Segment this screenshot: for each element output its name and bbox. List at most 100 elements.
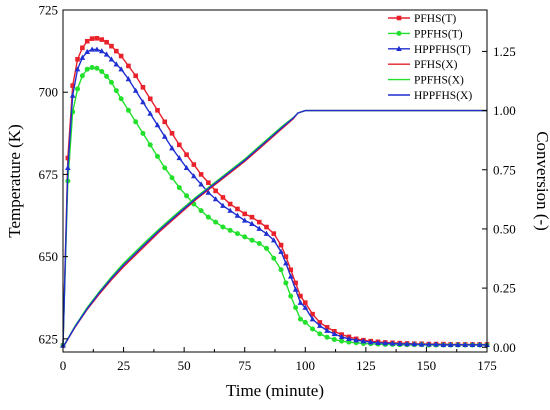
- data-point: [297, 299, 304, 305]
- data-point: [309, 316, 316, 322]
- series-line: [62, 109, 487, 348]
- data-point: [298, 293, 303, 299]
- data-point: [205, 214, 211, 220]
- legend-label: PFHS(X): [414, 59, 458, 71]
- data-point: [426, 341, 432, 347]
- data-point: [213, 188, 218, 194]
- x-tick-label: 175: [477, 358, 497, 373]
- series-hppfhs-t: [60, 46, 490, 348]
- data-point: [133, 119, 139, 125]
- data-point: [455, 341, 461, 347]
- data-point: [198, 208, 204, 214]
- data-point: [331, 337, 337, 343]
- series-ppfhs-x: [62, 109, 487, 348]
- data-point: [249, 214, 255, 220]
- data-point: [264, 224, 269, 230]
- data-point: [292, 286, 299, 292]
- data-point: [103, 51, 110, 57]
- data-point: [169, 145, 175, 151]
- y-right-tick-label: 0.50: [493, 221, 516, 236]
- data-point: [297, 316, 303, 322]
- data-point: [79, 73, 85, 79]
- data-point: [84, 38, 90, 44]
- data-point: [227, 207, 233, 213]
- data-point: [133, 73, 138, 79]
- data-point: [367, 339, 374, 345]
- data-point: [140, 84, 146, 90]
- data-point: [132, 87, 139, 93]
- data-point: [69, 92, 76, 98]
- y-right-tick-label: 0.75: [493, 162, 516, 177]
- data-point: [353, 337, 359, 343]
- data-point: [476, 341, 483, 347]
- data-point: [288, 267, 294, 273]
- data-point: [375, 339, 381, 345]
- data-point: [161, 133, 168, 139]
- data-point: [382, 340, 389, 346]
- y-right-tick-label: 1.00: [493, 103, 516, 118]
- series-pfhs-x: [62, 109, 487, 348]
- data-point: [162, 165, 168, 171]
- data-point: [310, 311, 315, 317]
- data-point: [184, 152, 189, 157]
- data-point: [70, 83, 75, 88]
- legend-label: HPPFHS(T): [414, 44, 471, 56]
- data-point: [287, 273, 294, 279]
- data-point: [324, 325, 330, 330]
- series-hppfhs-x: [62, 109, 487, 348]
- y-left-tick-label: 725: [39, 3, 59, 18]
- legend-label: PFHS(T): [414, 13, 456, 25]
- data-point: [235, 206, 240, 212]
- ticks-layer: 0 25 50 75 100 125 150 175 625 650 675 700 725 0.00 0.…: [39, 3, 516, 374]
- data-point: [206, 180, 211, 185]
- data-point: [241, 217, 248, 223]
- data-point: [339, 338, 345, 344]
- data-point: [191, 173, 197, 179]
- series-line: [62, 109, 487, 348]
- data-point: [324, 327, 330, 333]
- data-point: [113, 88, 119, 94]
- data-point: [283, 260, 289, 266]
- data-point: [234, 212, 241, 218]
- data-point: [94, 65, 100, 71]
- data-point: [184, 193, 190, 199]
- data-point: [418, 341, 425, 347]
- data-point: [75, 57, 80, 62]
- data-point: [108, 56, 115, 62]
- data-point: [338, 333, 345, 340]
- data-point: [98, 48, 105, 54]
- data-point: [104, 39, 109, 45]
- data-point: [75, 86, 81, 92]
- data-point: [84, 66, 90, 72]
- data-point: [249, 220, 255, 226]
- y-axis-left-title: Temperature (K): [5, 124, 24, 238]
- data-point: [317, 331, 323, 337]
- data-point: [256, 240, 262, 246]
- data-point: [198, 181, 204, 187]
- data-point: [278, 242, 284, 248]
- y-left-tick-label: 700: [39, 85, 59, 100]
- data-point: [331, 330, 338, 337]
- data-point: [74, 66, 81, 72]
- data-point: [283, 280, 289, 286]
- data-point: [80, 45, 85, 51]
- data-point: [404, 341, 410, 347]
- x-axis-title: Time (minute): [226, 381, 324, 400]
- data-point: [411, 341, 418, 347]
- x-tick-label: 150: [417, 358, 437, 373]
- data-point: [462, 341, 468, 347]
- data-point: [302, 304, 309, 310]
- data-point: [317, 320, 323, 325]
- data-point: [302, 300, 308, 305]
- series-layer: [60, 35, 490, 348]
- legend-label: HPPFHS(X): [414, 90, 472, 102]
- y-right-tick-label: 1.25: [493, 44, 516, 59]
- data-point: [256, 225, 263, 231]
- data-point: [293, 280, 298, 286]
- data-point: [104, 73, 110, 79]
- legend-marker: [396, 45, 402, 51]
- legend-label: PPFHS(T): [414, 28, 463, 40]
- data-point: [176, 154, 183, 161]
- data-point: [302, 319, 308, 325]
- data-point: [176, 185, 182, 191]
